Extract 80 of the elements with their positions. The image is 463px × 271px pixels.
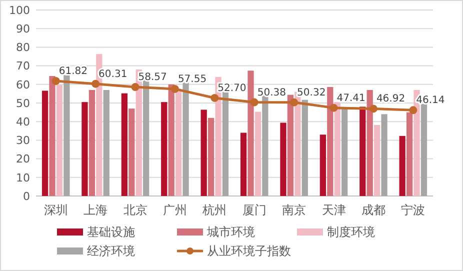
point bbox=[290, 98, 298, 106]
bar bbox=[161, 102, 168, 196]
y-tick-label: 70 bbox=[16, 60, 30, 73]
x-tick-label: 南京 bbox=[282, 203, 306, 217]
y-tick-label: 20 bbox=[16, 152, 30, 166]
point bbox=[170, 84, 179, 93]
bar bbox=[121, 93, 128, 196]
point bbox=[409, 106, 418, 114]
point bbox=[210, 94, 219, 102]
bar bbox=[208, 118, 214, 196]
x-tick-label: 深圳 bbox=[44, 203, 68, 217]
bar bbox=[248, 70, 254, 196]
data-label: 46.14 bbox=[416, 95, 445, 106]
bar bbox=[64, 75, 70, 196]
bar bbox=[406, 112, 413, 196]
bar bbox=[128, 108, 135, 196]
y-tick-label: 60 bbox=[16, 78, 30, 92]
bar bbox=[88, 90, 96, 196]
data-label: 58.57 bbox=[138, 72, 167, 84]
x-tick-label: 北京 bbox=[123, 203, 148, 217]
bar bbox=[175, 90, 182, 196]
bar bbox=[320, 134, 326, 196]
bar bbox=[381, 114, 388, 196]
point bbox=[330, 104, 338, 112]
y-tick-label: 40 bbox=[16, 115, 30, 128]
data-label: 50.32 bbox=[297, 87, 326, 98]
point bbox=[369, 104, 378, 113]
y-tick-label: 30 bbox=[16, 134, 30, 148]
legend-label: 基础设施 bbox=[87, 225, 135, 240]
bar bbox=[366, 90, 373, 196]
data-label: 50.38 bbox=[257, 87, 286, 98]
data-label: 47.41 bbox=[336, 92, 366, 104]
bar bbox=[262, 94, 268, 196]
bar bbox=[399, 136, 406, 196]
bar bbox=[374, 124, 380, 196]
legend-label: 城市环境 bbox=[206, 225, 255, 240]
y-tick-label: 90 bbox=[16, 22, 30, 36]
point bbox=[250, 98, 258, 106]
legend-label: 制度环境 bbox=[327, 225, 375, 240]
bar bbox=[360, 106, 366, 196]
x-tick-label: 厦门 bbox=[242, 203, 266, 217]
point bbox=[52, 77, 60, 86]
bar bbox=[302, 100, 308, 196]
bar bbox=[200, 110, 207, 196]
bar bbox=[143, 78, 150, 196]
point bbox=[131, 83, 140, 92]
x-tick-label: 成都 bbox=[361, 203, 386, 217]
bar bbox=[82, 102, 88, 196]
bar bbox=[103, 90, 110, 196]
y-tick-label: 50 bbox=[16, 96, 30, 110]
bar bbox=[334, 102, 340, 196]
bar bbox=[420, 104, 428, 196]
data-label: 46.92 bbox=[376, 94, 406, 105]
bar bbox=[254, 112, 262, 196]
y-tick-label: 0 bbox=[23, 190, 30, 203]
bar bbox=[280, 122, 286, 196]
x-tick-label: 宁波 bbox=[401, 203, 426, 217]
bar bbox=[168, 84, 174, 196]
point bbox=[92, 80, 100, 88]
y-tick-label: 100 bbox=[9, 4, 30, 17]
data-label: 52.70 bbox=[218, 82, 246, 94]
x-tick-label: 上海 bbox=[84, 203, 108, 217]
y-tick-label: 10 bbox=[16, 171, 30, 184]
bar bbox=[240, 132, 247, 196]
legend-label: 从业环境子指数 bbox=[207, 244, 291, 258]
data-label: 61.82 bbox=[58, 66, 88, 78]
data-label: 60.31 bbox=[98, 68, 128, 80]
data-label: 57.55 bbox=[178, 74, 207, 85]
bar bbox=[49, 76, 56, 196]
y-tick-label: 80 bbox=[16, 41, 30, 54]
bar bbox=[342, 108, 348, 196]
x-tick-label: 广州 bbox=[162, 203, 187, 217]
bar bbox=[327, 87, 334, 196]
bar bbox=[182, 82, 189, 196]
x-tick-label: 杭州 bbox=[202, 203, 227, 217]
x-tick-label: 天津 bbox=[322, 203, 346, 217]
bar bbox=[287, 94, 294, 196]
legend-label: 经济环境 bbox=[87, 244, 135, 258]
bar bbox=[42, 90, 48, 196]
bar bbox=[56, 84, 63, 196]
